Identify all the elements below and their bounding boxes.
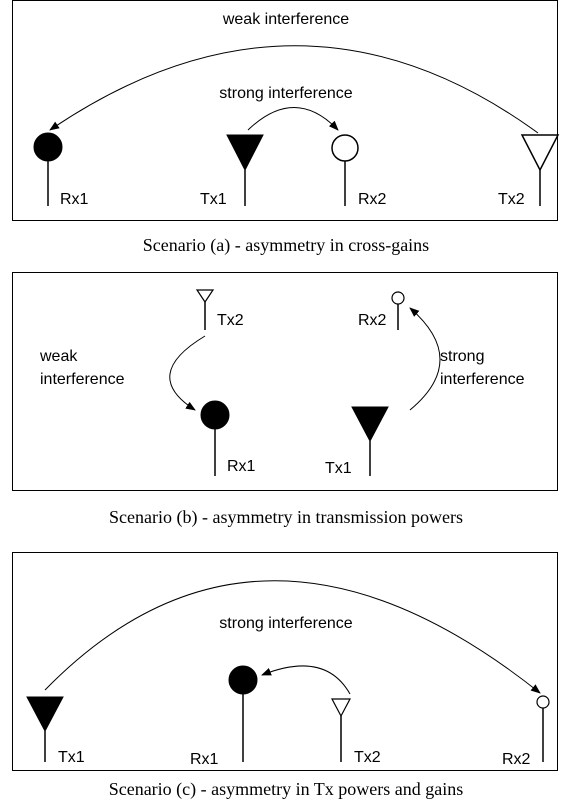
arrow: [44, 580, 541, 694]
node-label: Rx1: [60, 191, 89, 208]
panel-a: weak interference strong interference Rx…: [12, 0, 560, 221]
annotation: interference: [440, 371, 525, 388]
node-label: Rx2: [358, 312, 387, 329]
annotation: weak interference: [222, 11, 349, 28]
node-label: Rx1: [227, 458, 256, 475]
tx-node: [520, 134, 560, 172]
caption: Scenario (a) - asymmetry in cross-gains: [143, 235, 429, 256]
tx-node: [226, 134, 264, 172]
node-label: Tx1: [325, 460, 352, 477]
panel-frame: [12, 0, 558, 221]
arrow: [169, 335, 206, 411]
tx-node: [26, 696, 64, 733]
annotation: strong interference: [219, 85, 353, 102]
rx-node: [391, 291, 405, 305]
node-label: Tx1: [200, 191, 227, 208]
rx-node: [331, 134, 359, 162]
tx-node: [331, 698, 351, 718]
annotation: interference: [40, 371, 125, 388]
node-label: Tx2: [498, 191, 525, 208]
rx-node: [536, 695, 550, 709]
caption: Scenario (c) - asymmetry in Tx powers an…: [109, 779, 464, 800]
rx-node: [33, 132, 63, 162]
panel-b: Tx2 Rx2 weak interference Rx1 Tx1 strong…: [12, 272, 558, 491]
node-label: Rx1: [190, 751, 219, 768]
node-label: Tx1: [58, 749, 85, 766]
annotation: strong interference: [219, 615, 353, 632]
annotation: strong: [440, 348, 484, 365]
caption: Scenario (b) - asymmetry in transmission…: [109, 507, 463, 528]
node-label: Rx2: [358, 191, 387, 208]
tx-node: [351, 406, 389, 443]
tx-node: [195, 289, 215, 304]
node-label: Tx2: [354, 749, 381, 766]
arrow: [409, 307, 441, 411]
annotation: weak: [39, 348, 78, 365]
arrow: [247, 107, 339, 131]
panel-frame: [12, 552, 558, 771]
node-label: Tx2: [217, 312, 244, 329]
arrow: [261, 665, 351, 695]
panel-c: strong interference Tx1 Rx1 Tx2 Rx2: [12, 552, 558, 771]
rx-node: [200, 400, 230, 430]
panel-frame: [12, 272, 558, 491]
rx-node: [228, 665, 258, 695]
node-label: Rx2: [502, 751, 531, 768]
arrow: [49, 45, 539, 134]
